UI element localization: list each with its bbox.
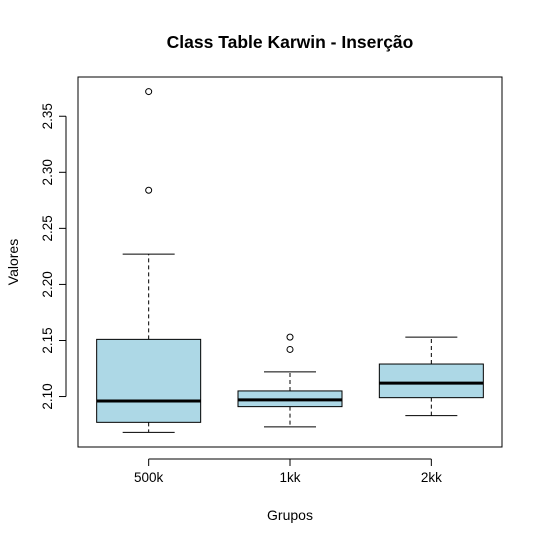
x-tick-label: 2kk [421, 470, 442, 485]
outlier-point [286, 345, 294, 353]
chart-title: Class Table Karwin - Inserção [167, 32, 414, 52]
box-1kk [237, 333, 343, 428]
x-axis: 500k 1kk 2kk [134, 458, 442, 485]
iqr-box [96, 338, 202, 423]
box-500k [96, 88, 202, 433]
y-axis-label: Valores [5, 239, 21, 285]
box-series [96, 88, 484, 433]
y-axis: 2.10 2.15 2.20 2.25 2.30 2.35 [40, 103, 67, 410]
outlier-point [145, 88, 153, 96]
y-tick-label: 2.25 [40, 215, 55, 241]
y-tick-label: 2.30 [40, 159, 55, 185]
outlier-point [286, 333, 294, 341]
y-tick-label: 2.15 [40, 327, 55, 353]
box-2kk [378, 336, 484, 417]
x-tick-label: 1kk [279, 470, 300, 485]
iqr-box [378, 363, 484, 399]
outlier-point [145, 186, 153, 194]
y-tick-label: 2.35 [40, 103, 55, 129]
y-tick-label: 2.20 [40, 271, 55, 297]
x-axis-label: Grupos [267, 507, 313, 523]
plot-frame [77, 76, 503, 448]
x-tick-label: 500k [134, 470, 164, 485]
y-tick-label: 2.10 [40, 383, 55, 409]
